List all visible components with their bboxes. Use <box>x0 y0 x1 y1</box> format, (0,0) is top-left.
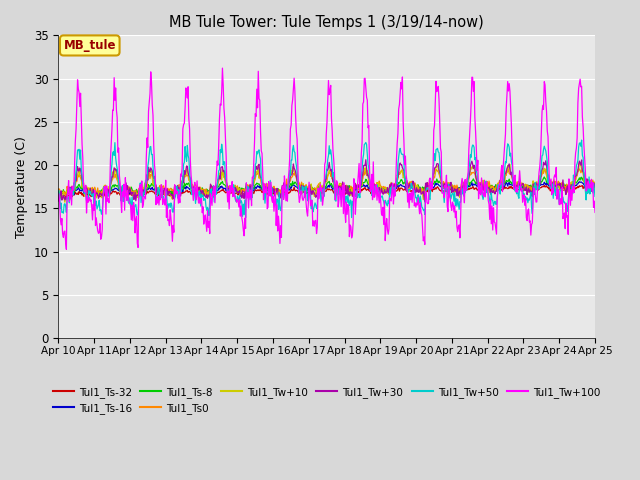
Tul1_Tw+10 <box>392 184 400 190</box>
Tul1_Tw+50 <box>408 183 416 189</box>
Tul1_Ts-16 <box>392 186 400 192</box>
Tul1_Tw+50 <box>119 199 127 204</box>
Tul1_Tw+100 <box>219 65 227 71</box>
Tul1_Ts0 <box>175 185 182 191</box>
Tul1_Ts-32 <box>54 191 62 197</box>
Tul1_Ts-32 <box>175 191 182 196</box>
Tul1_Tw+30 <box>362 157 370 163</box>
Line: Tul1_Ts0: Tul1_Ts0 <box>58 169 595 197</box>
Tul1_Ts0 <box>64 187 72 193</box>
Tul1_Ts-32 <box>591 184 599 190</box>
Tul1_Ts-16 <box>120 190 128 195</box>
Tul1_Ts-16 <box>65 191 72 197</box>
Tul1_Tw+50 <box>242 215 250 220</box>
Tul1_Ts-32 <box>408 189 416 195</box>
Tul1_Ts-8 <box>175 187 182 192</box>
Tul1_Tw+50 <box>174 195 182 201</box>
Line: Tul1_Ts-8: Tul1_Ts-8 <box>58 177 595 194</box>
Tul1_Tw+30 <box>392 182 400 188</box>
Legend: Tul1_Ts-32, Tul1_Ts-16, Tul1_Ts-8, Tul1_Ts0, Tul1_Tw+10, Tul1_Tw+30, Tul1_Tw+50,: Tul1_Ts-32, Tul1_Ts-16, Tul1_Ts-8, Tul1_… <box>49 383 605 418</box>
Tul1_Tw+100 <box>65 178 72 183</box>
Tul1_Ts-8 <box>392 182 400 188</box>
Title: MB Tule Tower: Tule Temps 1 (3/19/14-now): MB Tule Tower: Tule Temps 1 (3/19/14-now… <box>169 15 484 30</box>
Tul1_Tw+100 <box>63 246 70 252</box>
Tul1_Tw+30 <box>408 184 416 190</box>
Tul1_Tw+10 <box>408 182 416 188</box>
Tul1_Ts0 <box>99 194 106 200</box>
Tul1_Ts0 <box>203 191 211 197</box>
Tul1_Ts-32 <box>60 194 67 200</box>
Tul1_Tw+30 <box>54 190 62 195</box>
Tul1_Tw+10 <box>54 194 62 200</box>
Tul1_Ts-8 <box>203 186 211 192</box>
Tul1_Ts-8 <box>64 187 72 192</box>
Tul1_Tw+50 <box>54 196 62 202</box>
Tul1_Tw+100 <box>120 181 128 187</box>
Tul1_Tw+100 <box>54 198 62 204</box>
Tul1_Tw+10 <box>175 190 182 195</box>
Tul1_Ts-8 <box>120 186 128 192</box>
Tul1_Tw+10 <box>61 199 68 205</box>
Tul1_Ts0 <box>575 166 583 172</box>
Tul1_Tw+100 <box>394 141 401 146</box>
Tul1_Ts-16 <box>203 189 211 195</box>
Tul1_Ts-32 <box>540 182 548 188</box>
Tul1_Tw+30 <box>202 194 210 200</box>
Tul1_Tw+10 <box>591 189 599 195</box>
Tul1_Tw+30 <box>119 186 127 192</box>
Line: Tul1_Tw+30: Tul1_Tw+30 <box>58 160 595 202</box>
Line: Tul1_Tw+100: Tul1_Tw+100 <box>58 68 595 249</box>
Tul1_Ts-16 <box>575 179 583 185</box>
Tul1_Ts-16 <box>54 190 62 195</box>
Tul1_Ts-16 <box>408 185 416 191</box>
Tul1_Ts-16 <box>56 192 64 198</box>
Tul1_Tw+50 <box>392 180 400 185</box>
Tul1_Tw+100 <box>175 200 182 206</box>
Tul1_Ts0 <box>54 187 62 192</box>
Line: Tul1_Tw+50: Tul1_Tw+50 <box>58 140 595 217</box>
Tul1_Tw+30 <box>591 181 599 187</box>
Tul1_Tw+100 <box>591 209 599 215</box>
Tul1_Ts-8 <box>54 189 62 195</box>
Text: MB_tule: MB_tule <box>63 39 116 52</box>
Tul1_Tw+30 <box>64 189 72 195</box>
Tul1_Ts-32 <box>120 190 128 196</box>
Tul1_Tw+10 <box>65 189 72 194</box>
Tul1_Ts-8 <box>540 174 548 180</box>
Tul1_Ts-32 <box>203 191 211 197</box>
Line: Tul1_Ts-32: Tul1_Ts-32 <box>58 185 595 197</box>
Tul1_Ts0 <box>120 187 128 192</box>
Tul1_Ts-16 <box>175 189 182 194</box>
Tul1_Tw+50 <box>591 193 599 199</box>
Tul1_Tw+10 <box>203 194 211 200</box>
Tul1_Tw+10 <box>120 189 128 195</box>
Tul1_Ts-8 <box>591 181 599 187</box>
Line: Tul1_Tw+10: Tul1_Tw+10 <box>58 162 595 202</box>
Line: Tul1_Ts-16: Tul1_Ts-16 <box>58 182 595 195</box>
Tul1_Ts-8 <box>408 184 416 190</box>
Tul1_Ts-32 <box>392 188 400 194</box>
Tul1_Tw+10 <box>575 159 583 165</box>
Tul1_Tw+100 <box>203 228 211 234</box>
Tul1_Tw+100 <box>409 188 417 193</box>
Tul1_Tw+50 <box>64 195 72 201</box>
Tul1_Tw+50 <box>202 204 210 210</box>
Y-axis label: Temperature (C): Temperature (C) <box>15 136 28 238</box>
Tul1_Ts0 <box>591 180 599 186</box>
Tul1_Tw+30 <box>174 182 182 188</box>
Tul1_Tw+30 <box>421 199 429 205</box>
Tul1_Tw+50 <box>578 137 586 143</box>
Tul1_Ts0 <box>392 180 400 186</box>
Tul1_Ts-16 <box>591 182 599 188</box>
Tul1_Ts-8 <box>101 191 109 197</box>
Tul1_Ts-32 <box>65 192 72 198</box>
Tul1_Ts0 <box>408 180 416 186</box>
